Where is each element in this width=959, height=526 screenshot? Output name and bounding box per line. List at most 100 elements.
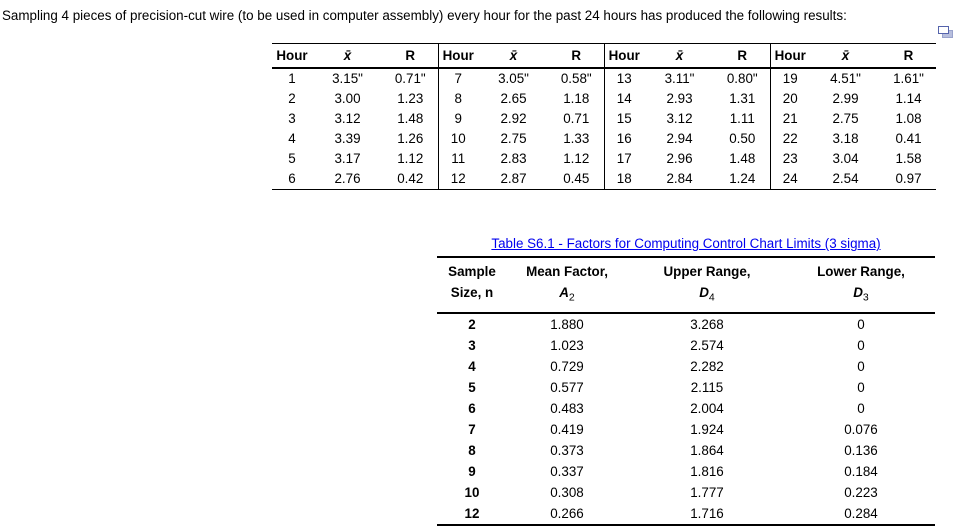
xbar-value: 2.75 [832, 111, 859, 126]
r-value: 1.18 [563, 91, 590, 106]
sample-size-header-line1: Sample [448, 264, 496, 279]
factors-header-row: Sample Size, n Mean Factor, A2 Upper Ran… [437, 256, 935, 314]
sample-size-value: 3 [468, 337, 476, 353]
factors-row: 4 0.729 2.282 0 [437, 356, 935, 377]
factors-section: Table S6.1 - Factors for Computing Contr… [437, 236, 935, 526]
table-s61-link[interactable]: Table S6.1 - Factors for Computing Contr… [491, 236, 881, 251]
copy-icon[interactable] [938, 26, 954, 39]
xbar-value: 2.94 [666, 131, 693, 146]
xbar-value: 2.96 [666, 151, 693, 166]
r-value: 1.26 [397, 131, 424, 146]
sample-size-value: 4 [468, 358, 476, 374]
xbar-value: 3.15" [332, 71, 363, 86]
sample-size-header: Sample Size, n [437, 256, 507, 314]
hour-value: 2 [288, 91, 296, 106]
r-value: 1.31 [729, 91, 756, 106]
factors-row: 6 0.483 2.004 0 [437, 398, 935, 419]
r-value: 1.11 [729, 111, 755, 126]
factors-row: 10 0.308 1.777 0.223 [437, 482, 935, 503]
a2-value: 0.729 [550, 358, 584, 374]
d3-value: 0 [857, 358, 865, 374]
sample-size-value: 8 [468, 442, 476, 458]
r-value: 1.61" [893, 71, 924, 86]
problem-statement: Sampling 4 pieces of precision-cut wire … [2, 8, 847, 23]
d4-value: 2.004 [690, 400, 724, 416]
a2-value: 0.337 [550, 463, 584, 479]
hour-value: 9 [437, 109, 478, 129]
hour-value: 5 [288, 151, 296, 166]
d3-value: 0 [857, 379, 865, 395]
hour-value: 13 [603, 68, 644, 89]
range-header: R [549, 43, 604, 69]
hour-header: Hour [769, 43, 810, 69]
r-value: 1.12 [563, 151, 590, 166]
d4-value: 2.115 [690, 379, 724, 395]
xbar-value: 2.75 [500, 131, 527, 146]
r-value: 0.71" [394, 71, 426, 86]
xbar-value: 3.05" [498, 71, 529, 86]
hour-header: Hour [272, 43, 312, 69]
upper-range-header: Upper Range, D4 [627, 256, 787, 314]
hour-value: 21 [769, 109, 810, 129]
hour-value: 14 [603, 89, 644, 109]
factors-row: 2 1.880 3.268 0 [437, 313, 935, 335]
d3-value: 0.076 [844, 421, 878, 437]
hour-value: 1 [288, 71, 296, 86]
xbar-value: 3.00 [334, 91, 361, 106]
r-value: 0.50 [729, 131, 756, 146]
hour-value: 19 [769, 68, 810, 89]
hour-header: Hour [603, 43, 644, 69]
a2-value: 0.483 [550, 400, 584, 416]
d4-value: 2.574 [690, 337, 724, 353]
range-header: R [881, 43, 936, 69]
d3-value: 0 [857, 400, 865, 416]
a2-value: 0.577 [550, 379, 584, 395]
xbar-value: 2.93 [666, 91, 693, 106]
hour-value: 11 [437, 149, 478, 169]
xbar-value: 2.54 [810, 169, 881, 190]
r-value: 0.80" [726, 71, 758, 86]
wire-table-row: 5 3.17 1.12 11 2.83 1.12 17 2.96 1.48 23… [272, 149, 936, 169]
d4-value: 3.268 [690, 316, 724, 332]
wire-table-row: 3 3.12 1.48 9 2.92 0.71 15 3.12 1.11 21 … [272, 109, 936, 129]
r-value: 1.14 [895, 91, 922, 106]
r-value: 0.71 [563, 111, 590, 126]
xbar-value: 2.76 [312, 169, 383, 190]
mean-factor-header-line1: Mean Factor, [526, 264, 608, 279]
sample-size-value: 7 [468, 421, 476, 437]
lower-range-header-line1: Lower Range, [817, 264, 905, 279]
xbar-value: 2.87 [478, 169, 549, 190]
d3-value: 0 [857, 337, 865, 353]
range-header: R [383, 43, 438, 69]
upper-range-symbol: D4 [699, 285, 715, 304]
r-value: 0.41 [895, 131, 922, 146]
r-value: 1.24 [715, 169, 770, 190]
xbar-value: 3.39 [334, 131, 361, 146]
lower-range-header: Lower Range, D3 [787, 256, 935, 314]
mean-factor-symbol: A2 [559, 285, 575, 304]
xbar-value: 3.12 [666, 111, 693, 126]
factors-row: 12 0.266 1.716 0.284 [437, 502, 935, 526]
d3-value: 0.284 [787, 502, 935, 526]
upper-range-header-line1: Upper Range, [663, 264, 751, 279]
hour-value: 10 [437, 129, 478, 149]
xbar-value: 3.12 [334, 111, 361, 126]
hour-value: 6 [272, 169, 312, 190]
hour-value: 22 [769, 129, 810, 149]
sample-size-value: 6 [468, 400, 476, 416]
hour-value: 12 [437, 169, 478, 190]
xbar-value: 3.17 [334, 151, 361, 166]
hour-value: 18 [603, 169, 644, 190]
hour-value: 16 [603, 129, 644, 149]
d4-value: 2.282 [690, 358, 724, 374]
xbar-value: 2.65 [500, 91, 527, 106]
xbar-value: 2.84 [644, 169, 715, 190]
xbar-header: x̄ [478, 43, 549, 69]
d4-value: 1.816 [690, 463, 724, 479]
a2-value: 0.266 [507, 502, 627, 526]
d4-value: 1.716 [627, 502, 787, 526]
a2-value: 0.419 [550, 421, 584, 437]
a2-value: 1.023 [550, 337, 584, 353]
factors-row: 3 1.023 2.574 0 [437, 335, 935, 356]
d4-value: 1.777 [690, 484, 724, 500]
